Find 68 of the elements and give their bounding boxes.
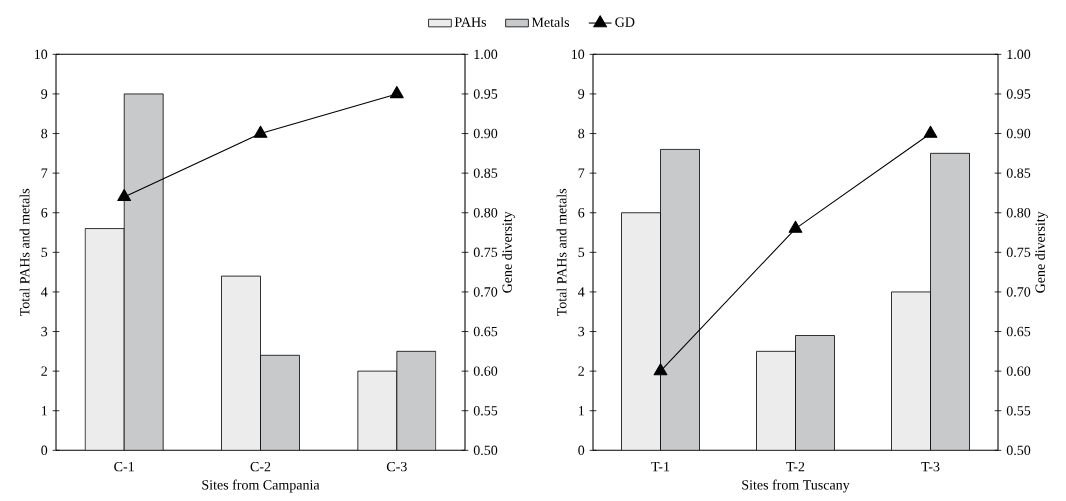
- legend-label: Metals: [531, 17, 570, 28]
- y2-tick-label: 0.60: [1006, 366, 1031, 376]
- y-tick-label: 9: [41, 89, 48, 99]
- legend-label: PAHs: [454, 17, 487, 27]
- y2-tick-label: 0.70: [473, 287, 498, 297]
- y2-axis-title: Gene diversity: [502, 211, 515, 293]
- y2-tick-label: 0.85: [473, 168, 498, 178]
- y2-tick-label: 0.50: [473, 445, 498, 456]
- y-tick-label: 1: [41, 406, 47, 416]
- x-axis-title: Sites from Campania: [202, 479, 320, 493]
- y2-axis-title: Gene diversity: [1035, 211, 1048, 293]
- y-tick-label: 10: [571, 49, 585, 60]
- y2-tick-label: 0.75: [473, 247, 498, 258]
- y2-tick-label: 0.90: [1006, 128, 1031, 139]
- point: [923, 125, 938, 138]
- y-tick-label: 7: [578, 168, 585, 178]
- legend-label: GD: [615, 17, 635, 27]
- y2-tick-label: 1.00: [1007, 49, 1031, 60]
- y2-tick-label: 0.80: [1006, 207, 1031, 218]
- y-tick-label: 2: [578, 366, 584, 376]
- x-tick-label: C-1: [114, 461, 134, 472]
- y-tick-label: 10: [34, 49, 48, 60]
- bar: [124, 93, 164, 451]
- x-tick-label: T-3: [921, 461, 940, 472]
- y-tick-label: 6: [578, 208, 585, 218]
- y2-tick-label: 0.70: [1006, 287, 1031, 297]
- point: [389, 86, 404, 99]
- y2-tick-label: 0.75: [1006, 247, 1031, 258]
- y2-tick-label: 0.95: [473, 89, 498, 99]
- y-tick-label: 1: [578, 406, 584, 416]
- y-tick-label: 9: [578, 89, 585, 99]
- y-tick-label: 8: [578, 128, 585, 139]
- point: [653, 363, 668, 376]
- y2-tick-label: 0.65: [473, 326, 498, 337]
- y2-tick-label: 0.55: [1006, 405, 1031, 416]
- y2-tick-label: 0.95: [1006, 89, 1031, 99]
- y-axis-title: Total PAHs and metals: [19, 188, 30, 317]
- x-tick-label: T-2: [786, 461, 805, 472]
- y2-tick-label: 1.00: [474, 49, 498, 60]
- y2-tick-label: 0.65: [1006, 326, 1031, 337]
- y2-tick-label: 0.55: [473, 405, 498, 416]
- x-tick-label: T-1: [651, 461, 670, 472]
- y2-tick-label: 0.90: [473, 128, 498, 139]
- x-tick-label: C-3: [386, 461, 407, 472]
- x-tick-label: C-2: [250, 461, 271, 472]
- point: [117, 189, 132, 202]
- y2-tick-label: 0.80: [473, 207, 498, 218]
- point: [253, 125, 268, 138]
- y-tick-label: 0: [41, 445, 48, 456]
- y-tick-label: 8: [41, 128, 48, 139]
- y-tick-label: 4: [41, 287, 48, 297]
- y-axis-title: Total PAHs and metals: [556, 188, 567, 317]
- x-axis-title: Sites from Tuscany: [742, 479, 850, 493]
- y-tick-label: 0: [578, 445, 585, 456]
- y-tick-label: 3: [41, 326, 48, 337]
- y-tick-label: 3: [578, 326, 585, 337]
- point: [788, 220, 803, 233]
- y-tick-label: 6: [41, 208, 48, 218]
- y2-tick-label: 0.60: [473, 366, 498, 376]
- y-tick-label: 4: [578, 287, 585, 297]
- y-tick-label: 5: [578, 247, 585, 257]
- bar: [260, 355, 300, 451]
- y-tick-label: 7: [41, 168, 48, 178]
- y2-tick-label: 0.85: [1006, 168, 1031, 178]
- y-tick-label: 2: [41, 366, 47, 376]
- y-tick-label: 5: [41, 247, 48, 257]
- y2-tick-label: 0.50: [1006, 445, 1031, 456]
- bar: [396, 350, 437, 451]
